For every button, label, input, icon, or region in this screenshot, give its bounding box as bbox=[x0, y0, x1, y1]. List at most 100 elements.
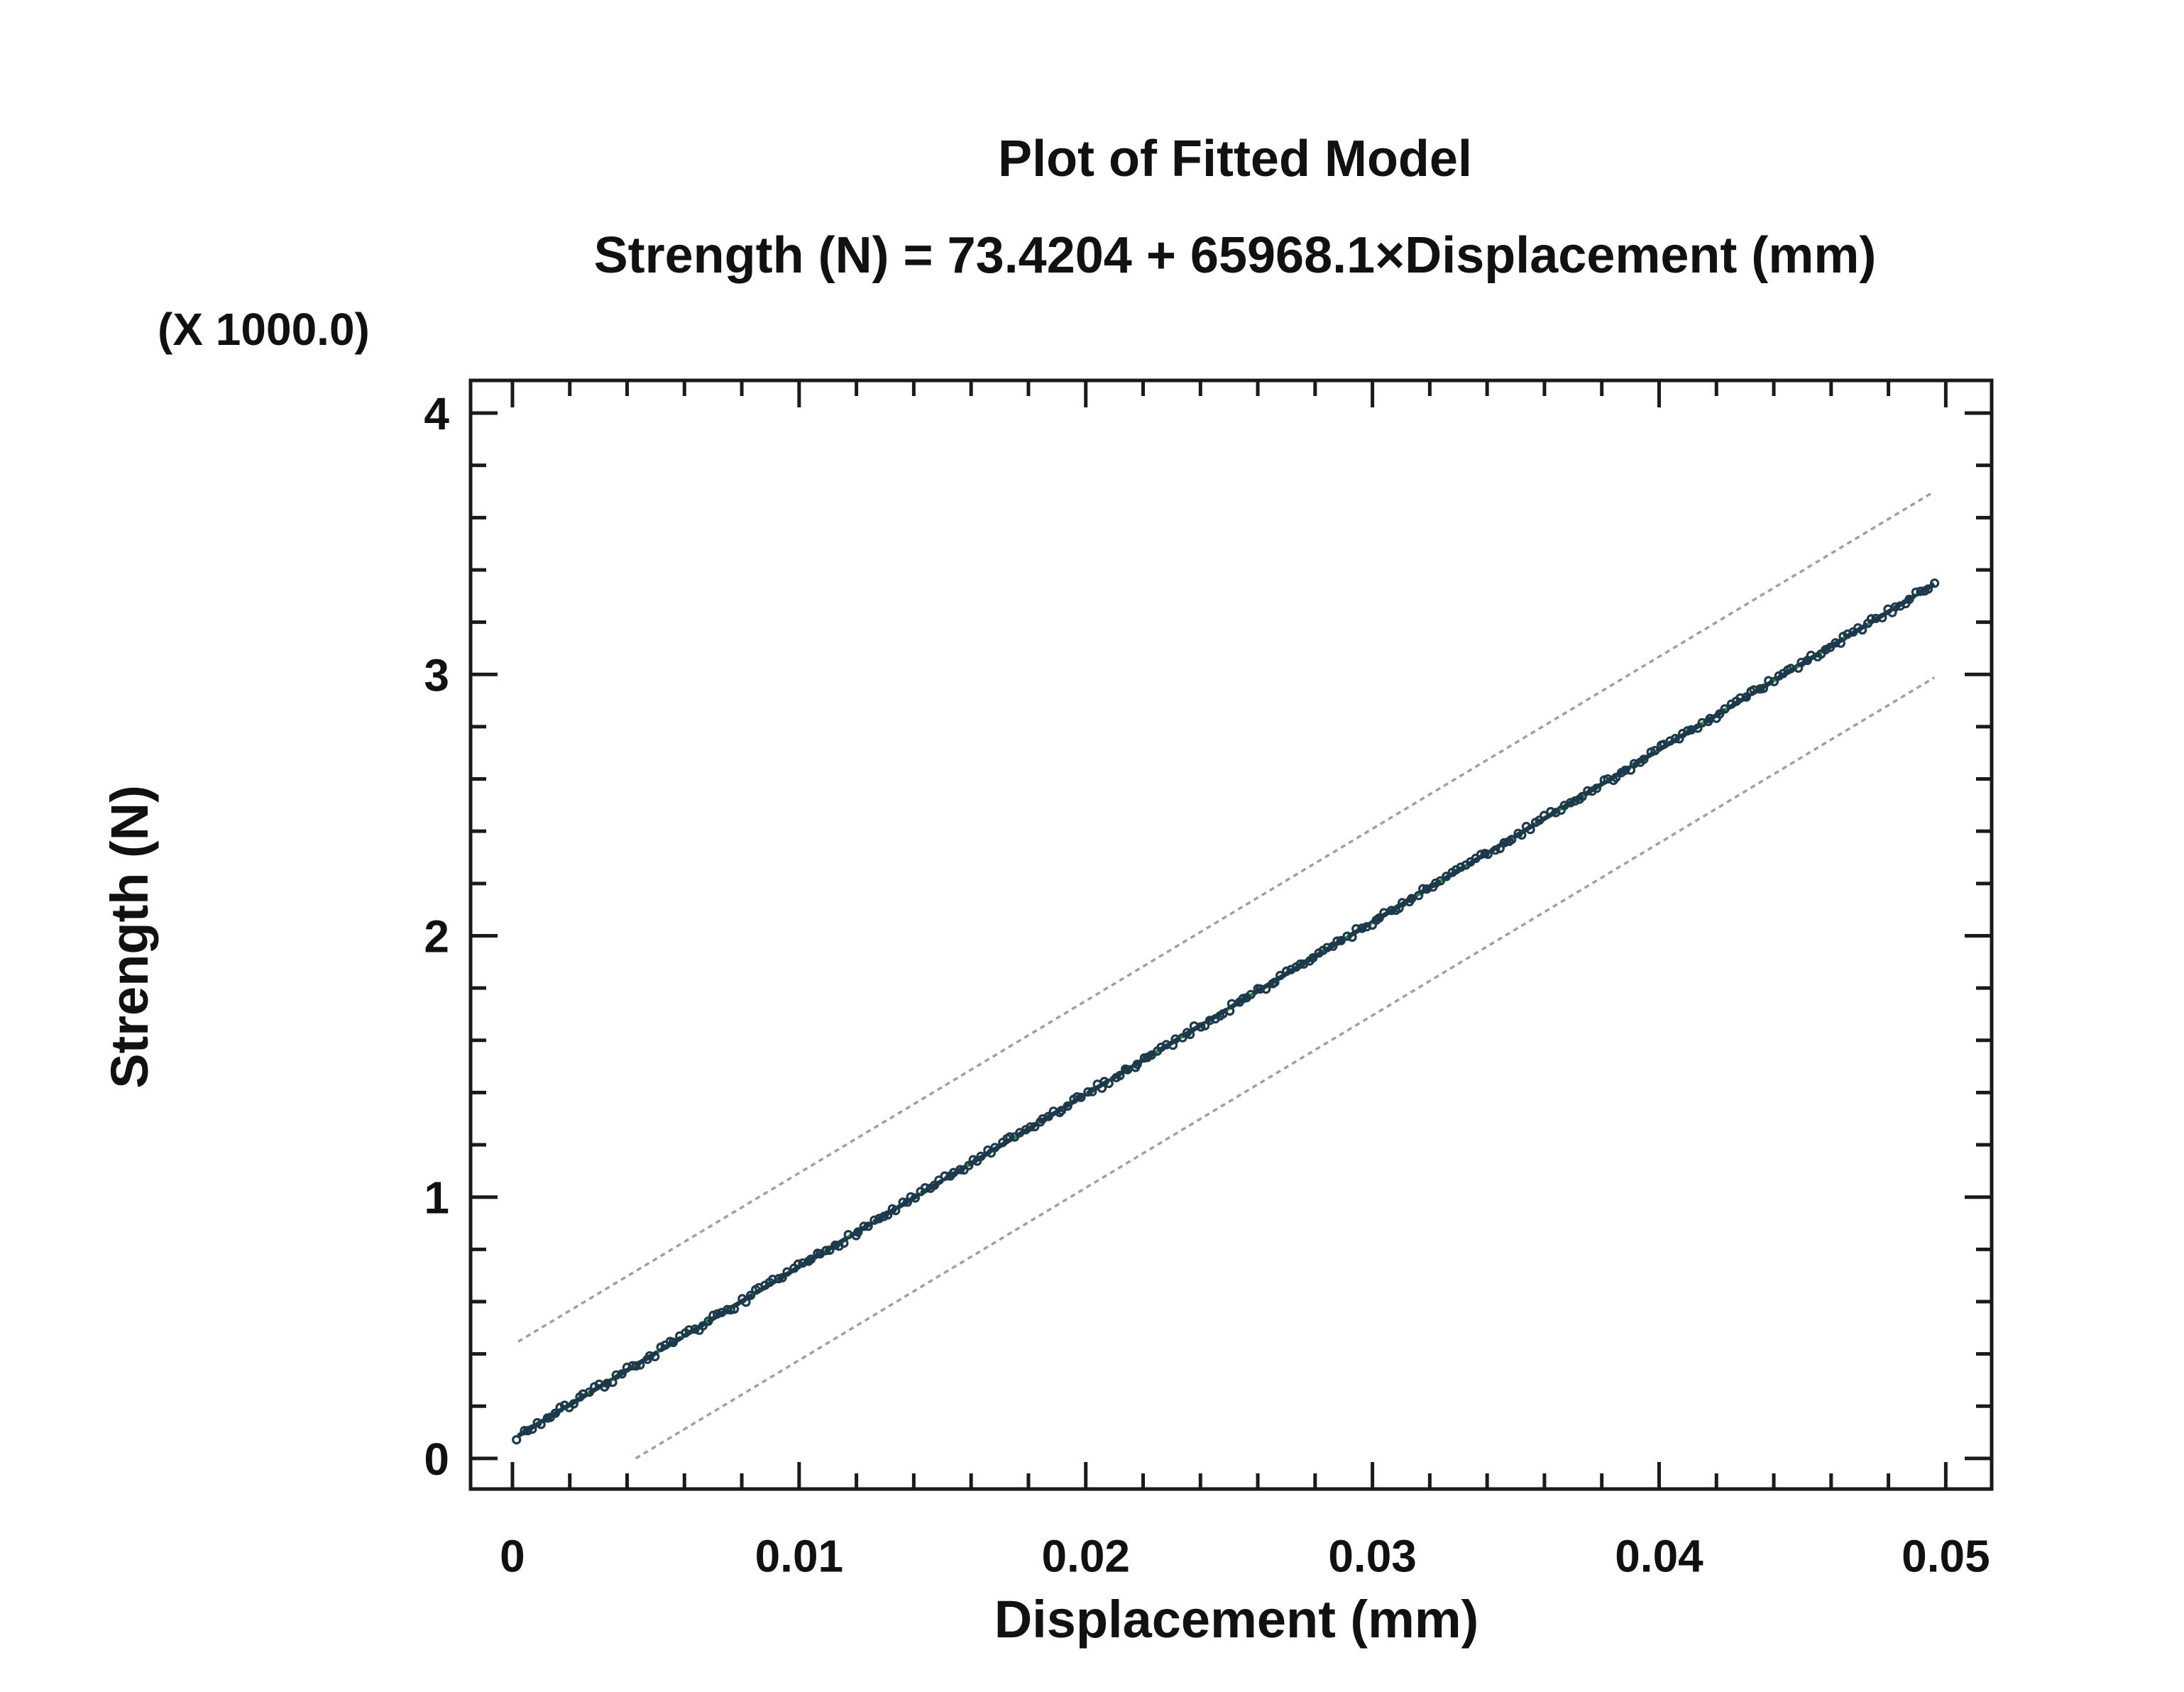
y-axis-scale-multiplier-label: (X 1000.0) bbox=[158, 304, 370, 355]
data-point bbox=[1347, 932, 1357, 943]
data-point bbox=[1570, 796, 1580, 806]
y-tick-label: 0 bbox=[424, 1434, 449, 1485]
data-point bbox=[1270, 977, 1280, 987]
observed-points-group bbox=[512, 578, 1940, 1445]
data-point bbox=[1336, 935, 1346, 945]
data-point bbox=[1418, 884, 1428, 894]
data-point bbox=[712, 1309, 723, 1319]
x-tick-label: 0.02 bbox=[1041, 1530, 1130, 1581]
data-point bbox=[929, 1180, 940, 1190]
y-tick-label: 1 bbox=[424, 1172, 449, 1224]
data-point bbox=[1758, 683, 1769, 693]
data-point bbox=[777, 1273, 787, 1282]
data-point bbox=[608, 1377, 618, 1388]
data-point bbox=[1693, 723, 1703, 733]
data-point bbox=[512, 1434, 522, 1445]
data-point bbox=[1342, 931, 1352, 941]
data-point bbox=[1911, 587, 1921, 597]
data-point bbox=[1495, 843, 1505, 854]
data-point bbox=[690, 1324, 700, 1334]
data-point bbox=[1591, 784, 1602, 793]
data-point bbox=[1255, 984, 1266, 994]
fitted-model-equation: Strength (N) = 73.4204 + 65968.1×Displac… bbox=[593, 227, 1877, 284]
data-point bbox=[1026, 1122, 1036, 1132]
data-point bbox=[1620, 765, 1630, 775]
data-point bbox=[745, 1290, 756, 1300]
data-point bbox=[1104, 1078, 1114, 1089]
data-point bbox=[1577, 791, 1587, 801]
data-point bbox=[863, 1221, 873, 1231]
data-point bbox=[910, 1193, 921, 1203]
x-tick-label: 0.01 bbox=[755, 1530, 844, 1581]
data-point bbox=[1639, 754, 1649, 764]
data-point bbox=[1877, 612, 1887, 622]
data-point bbox=[729, 1304, 740, 1314]
data-point bbox=[1225, 1006, 1235, 1016]
data-point bbox=[668, 1337, 679, 1348]
data-point bbox=[1483, 850, 1493, 859]
data-point bbox=[898, 1197, 908, 1207]
data-point bbox=[1115, 1070, 1125, 1081]
data-point bbox=[874, 1214, 884, 1224]
data-point bbox=[1227, 999, 1237, 1009]
data-point bbox=[1295, 959, 1305, 969]
data-point bbox=[1056, 1106, 1067, 1116]
data-point bbox=[843, 1229, 853, 1240]
data-point bbox=[617, 1369, 627, 1379]
data-point bbox=[1005, 1132, 1015, 1142]
data-point bbox=[1332, 936, 1342, 946]
data-point bbox=[1507, 835, 1517, 845]
data-point bbox=[990, 1143, 1000, 1153]
data-point bbox=[559, 1400, 570, 1410]
data-point bbox=[1769, 676, 1779, 686]
data-point bbox=[825, 1245, 835, 1256]
chart-title: Plot of Fitted Model bbox=[998, 131, 1472, 187]
data-point bbox=[1275, 970, 1285, 981]
data-point bbox=[806, 1254, 816, 1264]
data-point bbox=[920, 1182, 931, 1193]
data-point bbox=[527, 1424, 537, 1434]
data-point bbox=[1826, 642, 1835, 652]
data-point bbox=[569, 1399, 579, 1409]
data-point bbox=[1414, 891, 1424, 901]
data-point bbox=[1764, 676, 1774, 686]
data-point bbox=[1072, 1092, 1082, 1102]
lower-95-prediction-limit-line bbox=[635, 676, 1936, 1460]
data-point bbox=[1200, 1021, 1210, 1031]
data-point bbox=[1132, 1059, 1142, 1070]
data-point bbox=[1540, 811, 1549, 820]
data-point bbox=[1043, 1111, 1053, 1121]
data-point bbox=[1178, 1033, 1187, 1043]
data-point bbox=[1566, 798, 1576, 808]
data-point bbox=[1720, 704, 1730, 714]
data-point bbox=[1442, 872, 1452, 881]
data-point bbox=[1866, 614, 1877, 624]
data-point bbox=[1185, 1029, 1195, 1040]
data-point bbox=[1435, 876, 1446, 886]
data-point bbox=[1831, 638, 1840, 648]
data-point bbox=[635, 1360, 645, 1370]
data-point bbox=[1546, 806, 1556, 817]
data-point bbox=[1374, 913, 1384, 923]
data-point bbox=[869, 1215, 879, 1225]
data-point bbox=[1650, 745, 1660, 756]
data-point bbox=[1123, 1065, 1133, 1075]
data-point bbox=[1308, 952, 1318, 963]
data-point bbox=[698, 1321, 708, 1331]
data-point bbox=[1858, 625, 1867, 635]
data-point bbox=[584, 1387, 595, 1397]
data-point bbox=[821, 1246, 831, 1256]
data-point bbox=[1357, 923, 1367, 933]
data-point bbox=[1904, 594, 1914, 605]
data-point bbox=[703, 1316, 713, 1326]
x-tick-label: 0.05 bbox=[1902, 1530, 1990, 1581]
data-point bbox=[741, 1297, 751, 1307]
data-point bbox=[1063, 1101, 1072, 1111]
data-point bbox=[622, 1362, 632, 1373]
data-point bbox=[1583, 786, 1593, 796]
data-point bbox=[891, 1205, 901, 1216]
data-point bbox=[631, 1361, 641, 1371]
data-point bbox=[1670, 733, 1680, 744]
